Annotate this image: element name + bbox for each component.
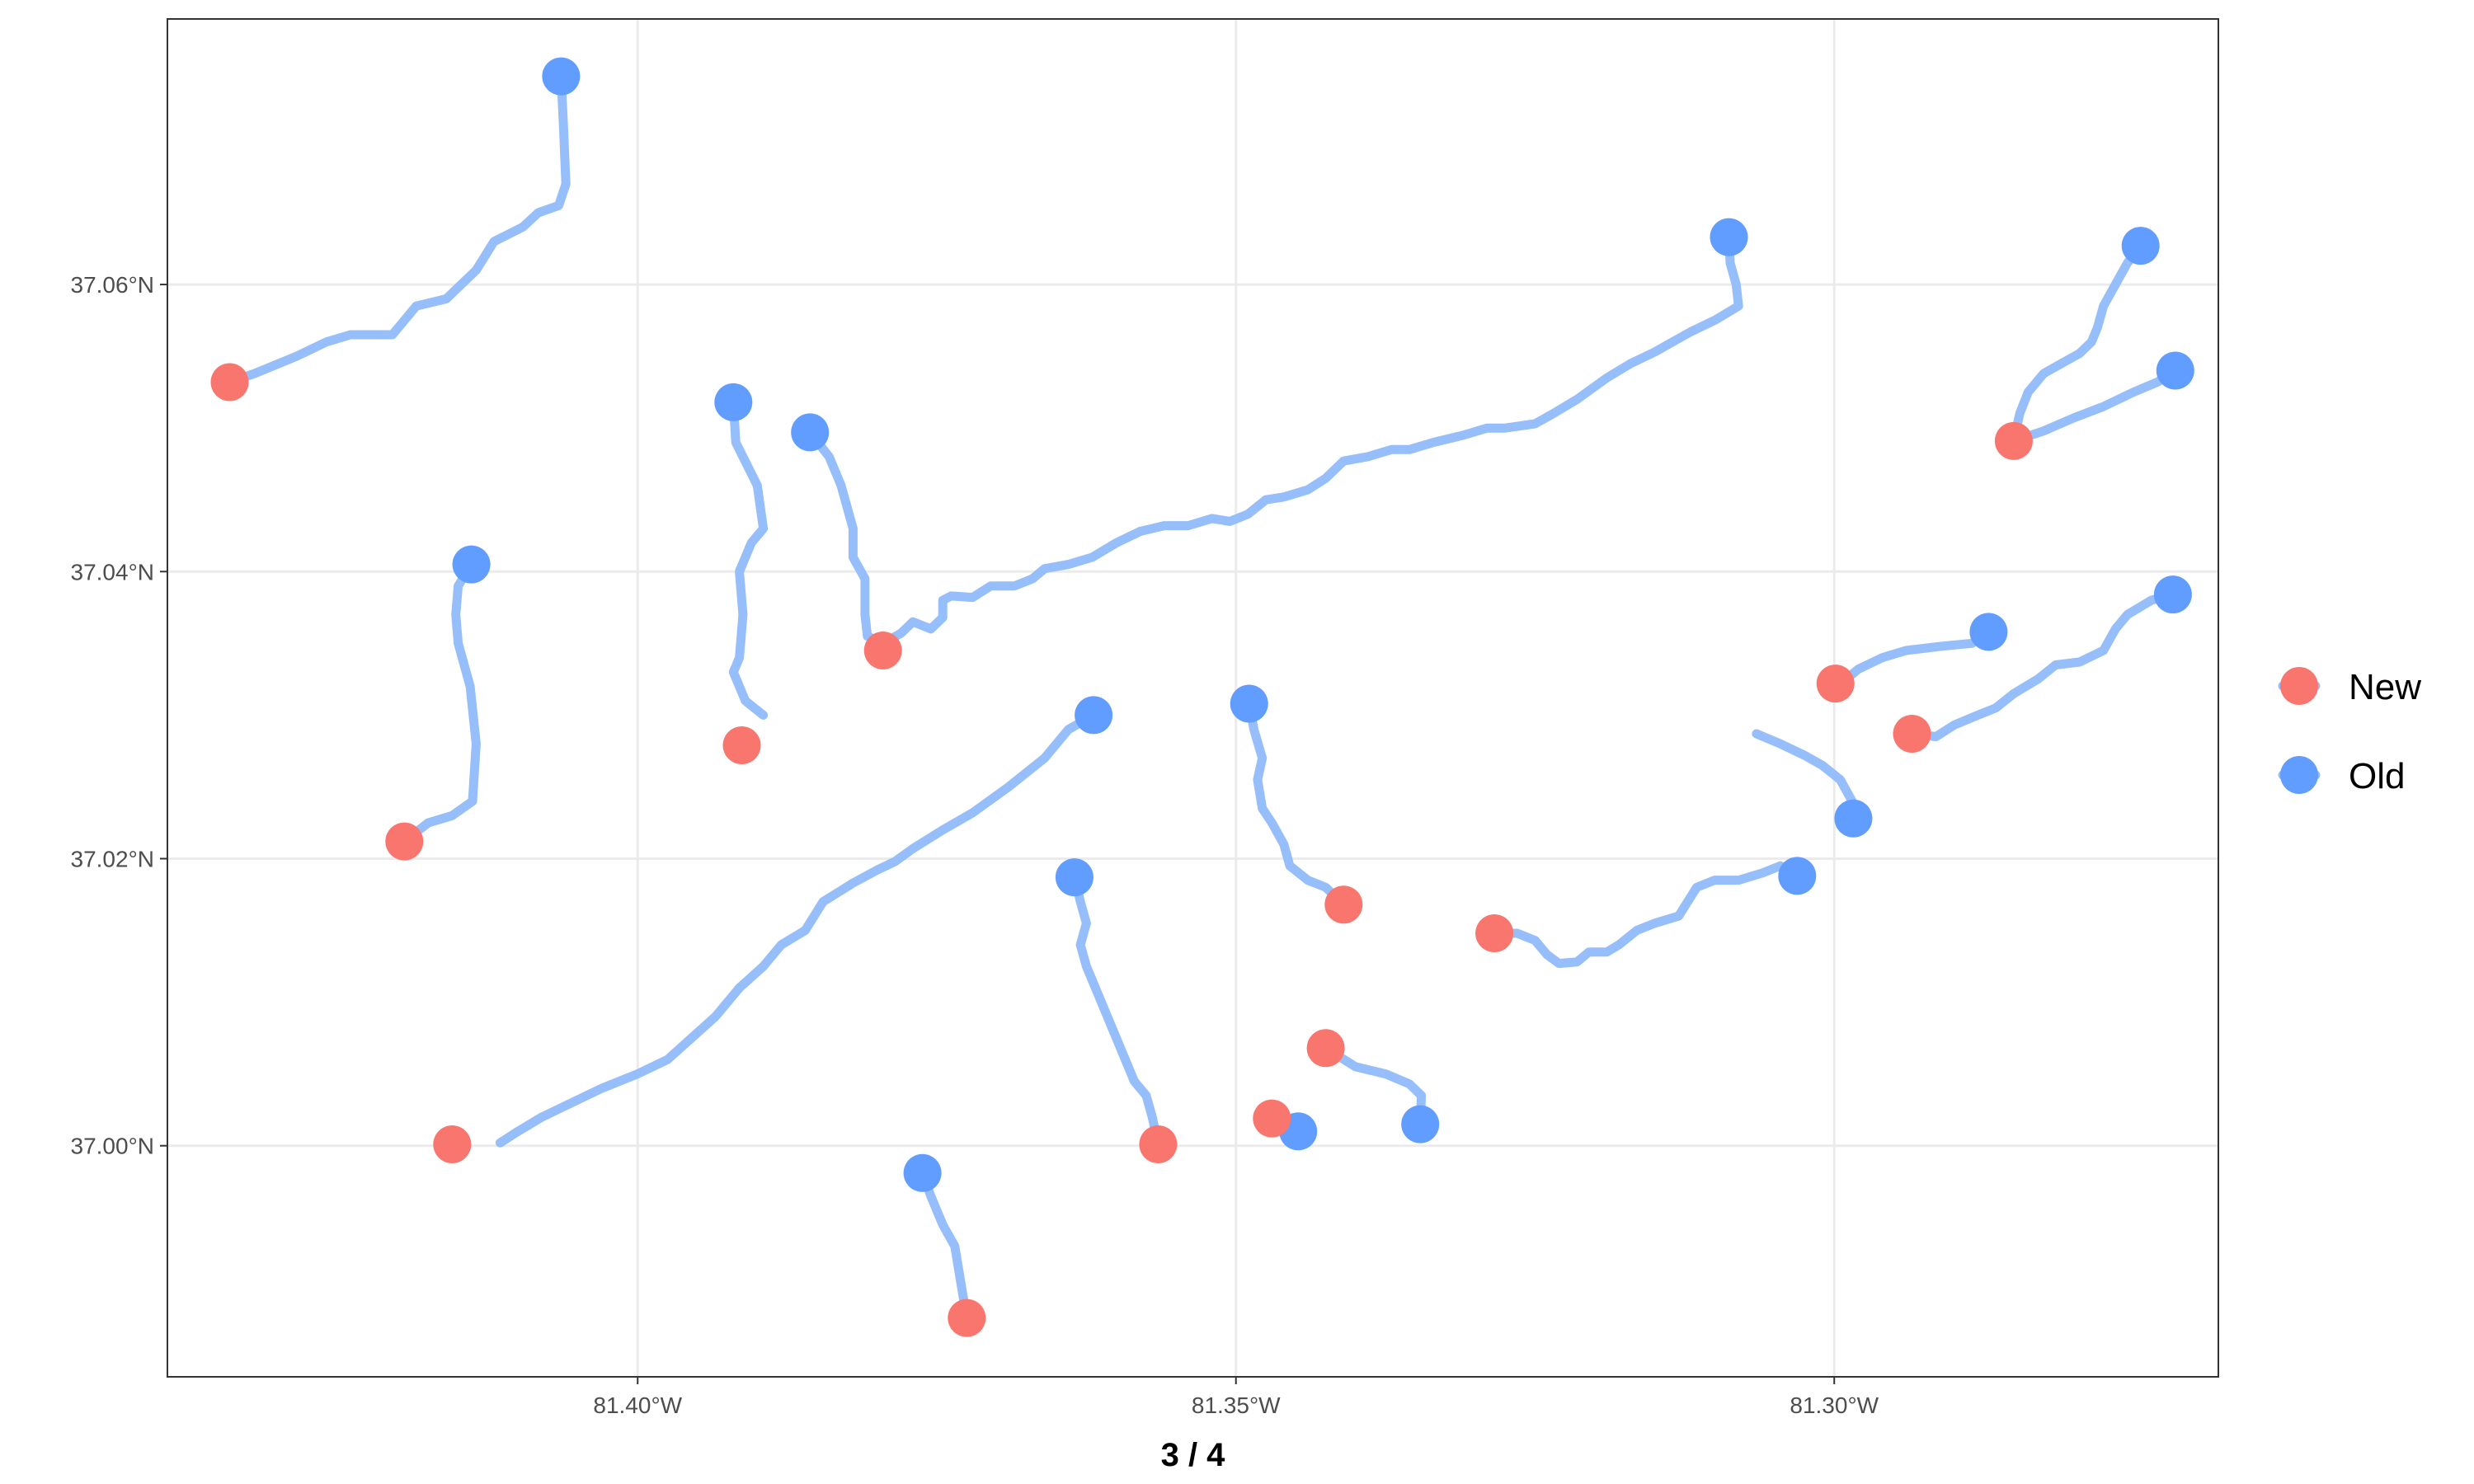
route-line-11 <box>1841 627 1993 684</box>
point-old-28 <box>2121 227 2160 265</box>
plot-panel <box>167 19 2218 1377</box>
point-old-11 <box>1230 684 1268 723</box>
point-new-24 <box>1816 665 1855 703</box>
route-line-6 <box>1070 872 1163 1149</box>
point-old-9 <box>1075 696 1113 735</box>
point-new-12 <box>1324 885 1363 924</box>
point-new-30 <box>1994 421 2033 460</box>
point-old-23 <box>1969 613 2008 651</box>
legend-item-old: Old <box>2278 756 2405 796</box>
route-line-9 <box>1321 1043 1427 1129</box>
route-line-4 <box>495 710 1098 1148</box>
point-new-16 <box>948 1298 986 1337</box>
point-new-10 <box>433 1125 472 1163</box>
x-axis-label: 3 / 4 <box>1161 1437 1226 1473</box>
legend-key-old <box>2280 756 2318 794</box>
point-old-15 <box>903 1153 942 1192</box>
y-tick-label-0: 37.00°N <box>71 1134 155 1159</box>
route-lines <box>225 72 2180 1323</box>
y-tick-label-2: 37.04°N <box>71 559 155 585</box>
legend: New Old <box>2278 667 2421 796</box>
point-old-21 <box>1778 857 1817 895</box>
point-old-27 <box>1834 799 1873 838</box>
y-tick-label-3: 37.06°N <box>71 272 155 298</box>
plot-border <box>167 18 2219 1378</box>
route-line-15 <box>2009 366 2180 446</box>
point-old-13 <box>1055 858 1094 897</box>
point-new-1 <box>210 363 249 402</box>
route-line-2 <box>728 397 769 720</box>
route-line-0 <box>225 72 571 387</box>
point-old-19 <box>1401 1105 1440 1144</box>
x-tick-label-0: 81.40°W <box>593 1392 682 1418</box>
route-line-10 <box>1498 861 1802 969</box>
point-new-5 <box>722 726 761 764</box>
y-tick-label-1: 37.02°N <box>71 846 155 871</box>
route-line-14 <box>2009 241 2146 446</box>
legend-label-new: New <box>2349 667 2421 707</box>
point-new-3 <box>385 822 424 861</box>
route-line-5 <box>1244 699 1348 909</box>
route-line-12 <box>1907 589 2178 741</box>
route-line-7 <box>918 1168 971 1323</box>
legend-item-new: New <box>2278 667 2421 707</box>
point-old-25 <box>2153 575 2192 614</box>
point-old-8 <box>1710 218 1748 256</box>
point-old-6 <box>791 413 830 452</box>
legend-label-old: Old <box>2349 756 2405 796</box>
point-new-7 <box>863 632 902 669</box>
endpoint-markers <box>210 57 2194 1337</box>
axes: 81.40°W 81.35°W 81.30°W 37.00°N 37.02°N 37.04… <box>71 272 1879 1418</box>
point-new-26 <box>1893 715 1931 753</box>
point-old-29 <box>2156 351 2194 390</box>
route-line-3 <box>805 232 1743 648</box>
x-tick-label-1: 81.35°W <box>1192 1392 1281 1418</box>
x-tick-label-2: 81.30°W <box>1790 1392 1879 1418</box>
legend-key-new <box>2280 667 2318 705</box>
route-line-1 <box>399 560 481 847</box>
point-new-20 <box>1306 1029 1345 1068</box>
point-old-0 <box>542 57 581 96</box>
point-new-14 <box>1139 1125 1178 1163</box>
point-old-2 <box>452 545 491 584</box>
point-old-4 <box>714 383 753 421</box>
point-new-18 <box>1253 1099 1291 1138</box>
point-new-22 <box>1475 914 1514 952</box>
